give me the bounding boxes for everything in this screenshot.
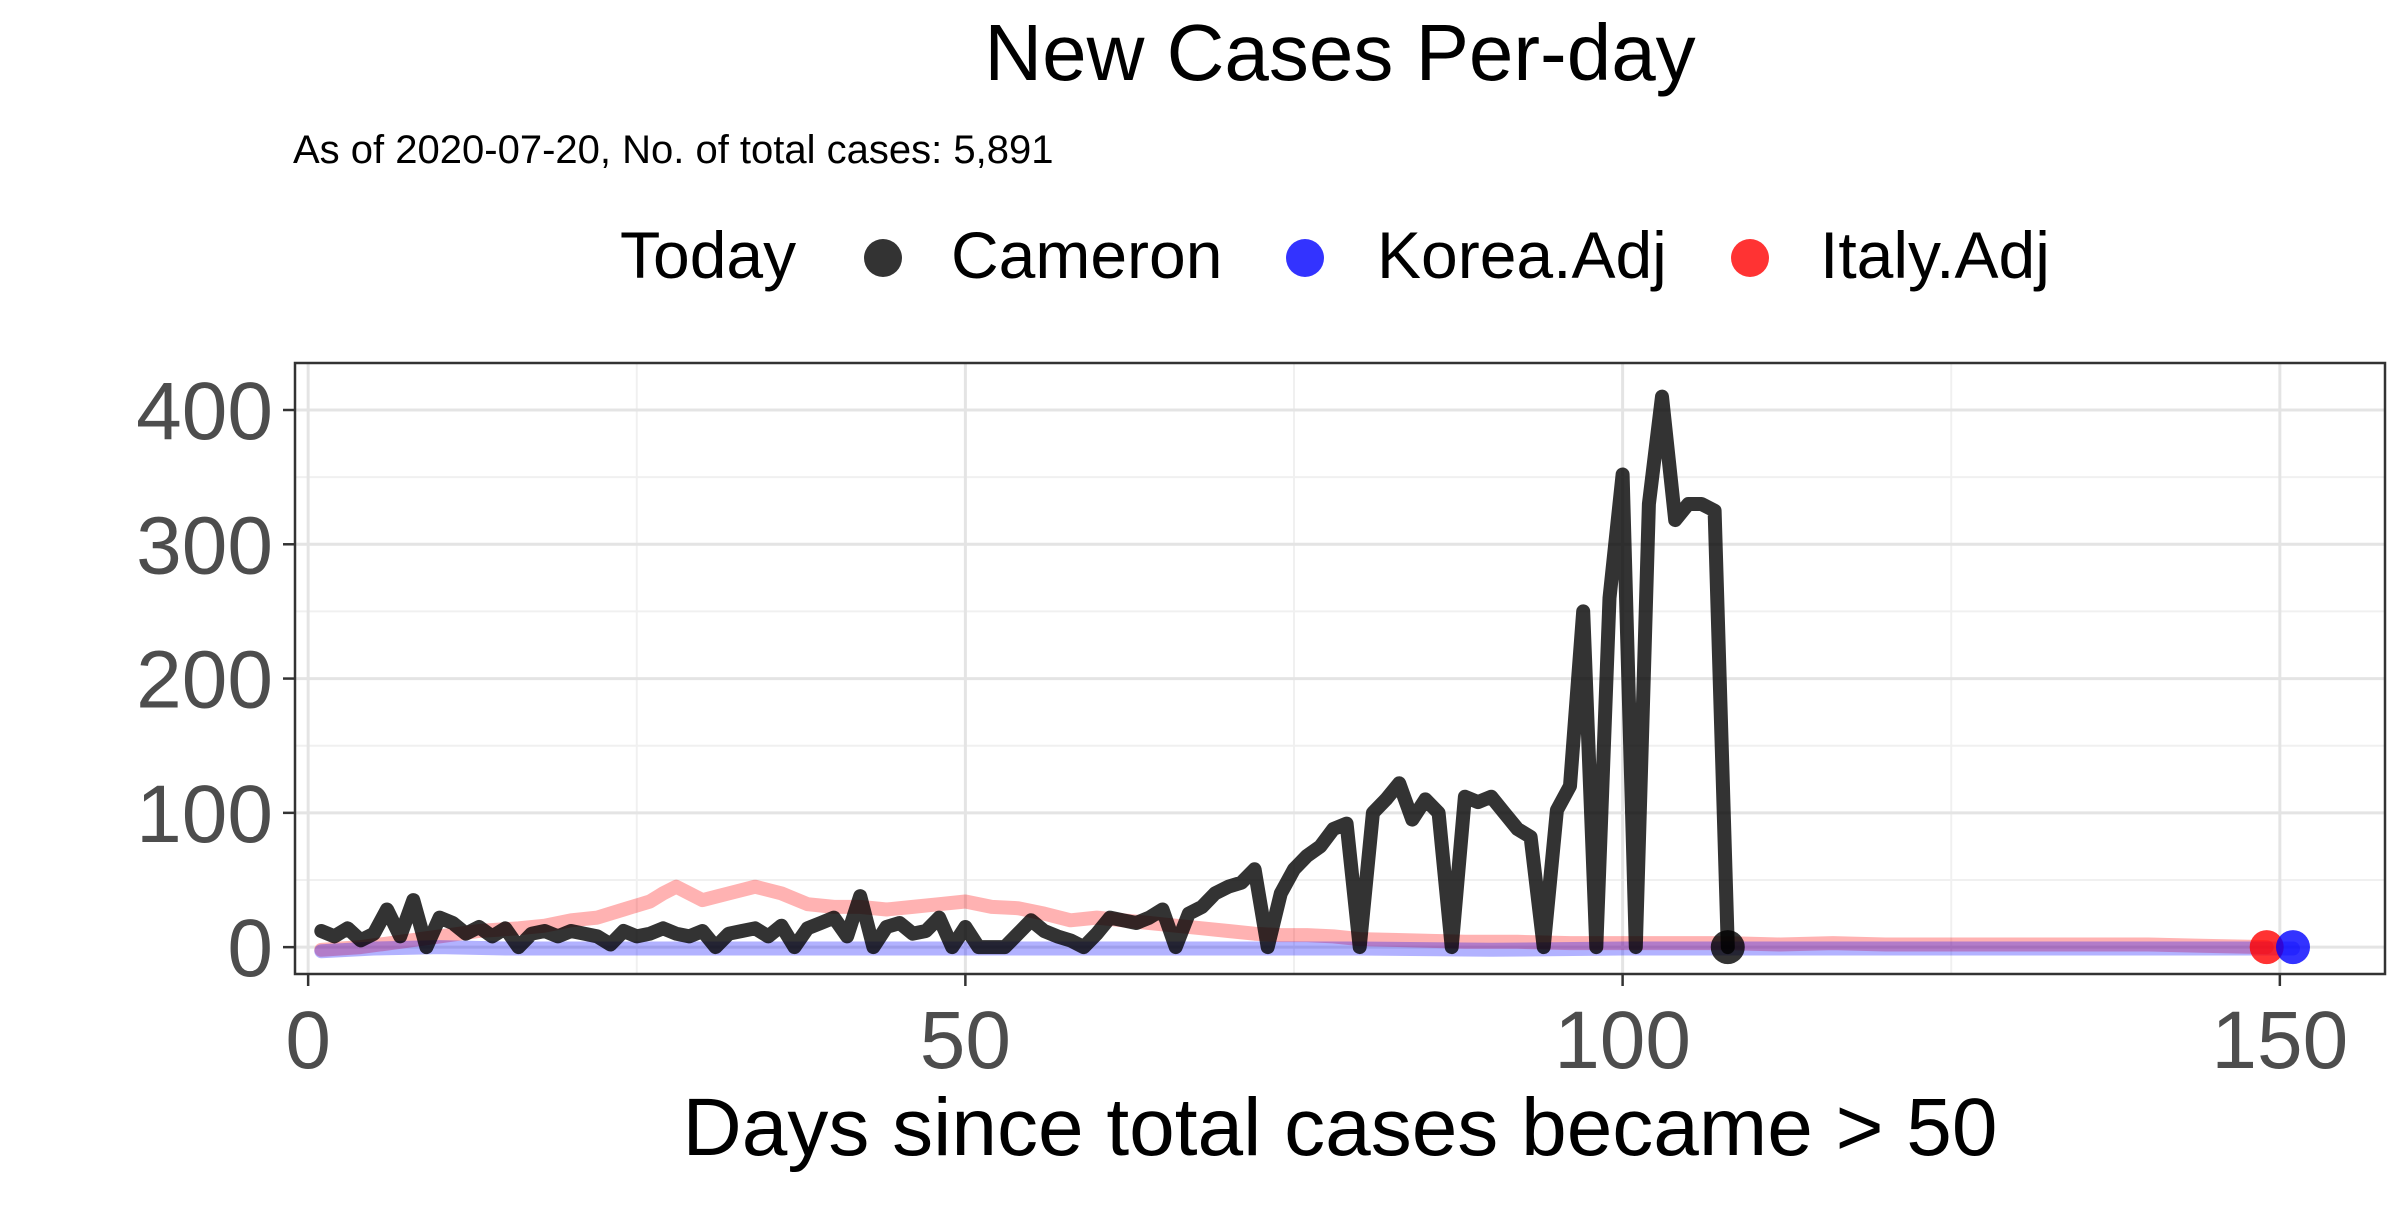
axes: 0 50 100 150 0 100 200 300 400 [136, 366, 2348, 1086]
today-point-italy-adj [2249, 930, 2284, 965]
x-tick-label: 150 [2211, 995, 2348, 1086]
chart-subtitle: As of 2020-07-20, No. of total cases: 5,… [293, 128, 1053, 172]
legend-title: Today [620, 218, 796, 292]
x-tick-label: 0 [285, 995, 331, 1086]
y-tick-label: 400 [136, 366, 273, 457]
series-line-italy-adj [314, 879, 2274, 957]
legend-key-italy [1731, 239, 1769, 277]
legend-label-korea: Korea.Adj [1377, 218, 1667, 292]
x-tick-label: 100 [1554, 995, 1691, 1086]
y-tick-label: 0 [227, 903, 273, 994]
legend: Today Cameron Korea.Adj Italy.Adj [620, 218, 2050, 292]
legend-label-italy: Italy.Adj [1820, 218, 2050, 292]
legend-label-cameron: Cameron [951, 218, 1222, 292]
y-tick-label: 200 [136, 635, 273, 726]
today-point-cameron [1710, 930, 1745, 965]
series-layer [314, 389, 2310, 965]
plot-border [293, 361, 2387, 976]
today-point-korea-adj [2275, 930, 2310, 965]
y-tick-label: 300 [136, 500, 273, 591]
y-tick-label: 100 [136, 769, 273, 860]
x-tick-label: 50 [920, 995, 1011, 1086]
x-axis-label: Days since total cases became > 50 [683, 1082, 1998, 1173]
plot-panel [295, 363, 2385, 974]
grid [295, 363, 2385, 974]
legend-key-cameron [864, 239, 902, 277]
series-line-cameron [314, 389, 1735, 955]
legend-key-korea [1286, 239, 1324, 277]
chart-title: New Cases Per-day [984, 8, 1695, 97]
series-line-korea-adj [314, 940, 2300, 959]
